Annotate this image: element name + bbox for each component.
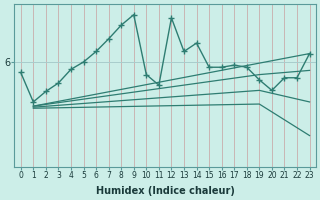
X-axis label: Humidex (Indice chaleur): Humidex (Indice chaleur)	[96, 186, 235, 196]
